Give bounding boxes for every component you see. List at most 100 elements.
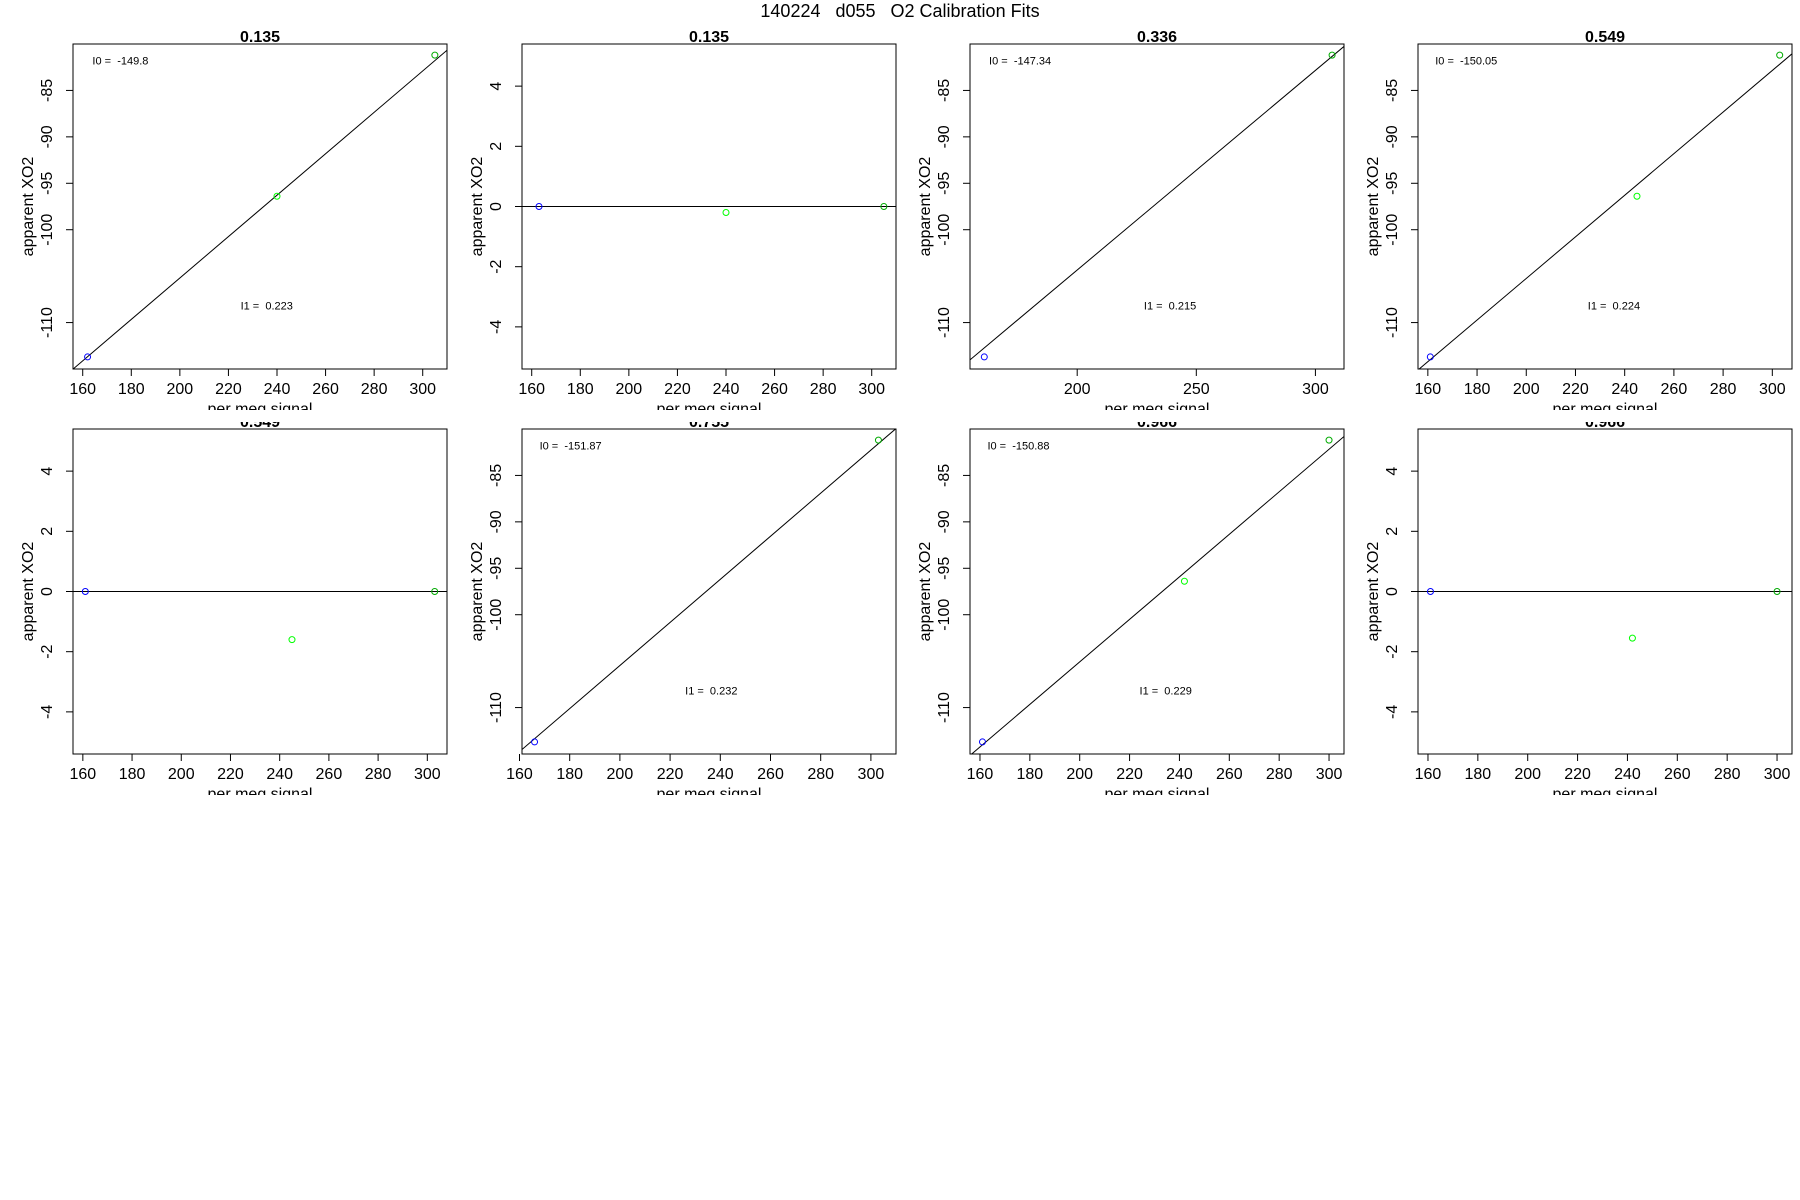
data-point bbox=[431, 588, 439, 595]
x-tick-label: 280 bbox=[365, 766, 392, 783]
y-tick-label: -85 bbox=[39, 79, 56, 102]
y-tick-label: -90 bbox=[488, 510, 505, 533]
x-tick-label: 280 bbox=[361, 381, 388, 398]
data-point bbox=[1776, 51, 1784, 59]
x-tick-label: 200 bbox=[167, 381, 194, 398]
x-tick-label: 300 bbox=[1302, 381, 1329, 398]
y-tick-label: -95 bbox=[488, 557, 505, 580]
x-tick-label: 180 bbox=[1464, 766, 1491, 783]
x-tick-label: 240 bbox=[713, 381, 740, 398]
y-tick-label: -110 bbox=[936, 692, 953, 723]
x-tick-label: 160 bbox=[1414, 381, 1441, 398]
x-tick-label: 240 bbox=[1614, 766, 1641, 783]
y-tick-label: -110 bbox=[1384, 307, 1401, 338]
x-tick-label: 280 bbox=[1266, 766, 1293, 783]
fit-annotation: I0 = -151.87 bbox=[540, 440, 602, 452]
data-point bbox=[1325, 436, 1333, 444]
x-tick-label: 220 bbox=[1564, 766, 1591, 783]
y-tick-label: 2 bbox=[488, 142, 505, 151]
x-tick-label: 280 bbox=[807, 766, 834, 783]
data-point bbox=[722, 209, 730, 217]
fit-line bbox=[73, 49, 447, 369]
y-tick-label: -90 bbox=[39, 125, 56, 148]
data-point bbox=[273, 192, 281, 200]
x-tick-label: 280 bbox=[1710, 381, 1737, 398]
data-point bbox=[81, 588, 89, 595]
x-tick-label: 220 bbox=[215, 381, 242, 398]
x-tick-label: 280 bbox=[1714, 766, 1741, 783]
x-tick-label: 220 bbox=[217, 766, 244, 783]
fit-annotation: I0 = -147.34 bbox=[989, 55, 1051, 67]
data-point bbox=[1426, 353, 1434, 361]
x-tick-label: 240 bbox=[707, 766, 734, 783]
plot-frame bbox=[1417, 43, 1793, 370]
y-tick-label: -100 bbox=[936, 214, 953, 246]
data-point bbox=[978, 738, 986, 746]
plot-frame bbox=[969, 43, 1345, 370]
x-tick-label: 300 bbox=[1759, 381, 1786, 398]
x-tick-label: 180 bbox=[118, 381, 145, 398]
panel-title: 0.135 bbox=[689, 29, 729, 46]
x-tick-label: 260 bbox=[757, 766, 784, 783]
y-tick-label: -4 bbox=[39, 705, 56, 719]
x-tick-label: 160 bbox=[1415, 766, 1442, 783]
y-axis-label: apparent XO2 bbox=[469, 157, 486, 257]
x-tick-label: 160 bbox=[506, 766, 533, 783]
y-tick-label: -4 bbox=[1384, 705, 1401, 719]
fit-annotation: I1 = 0.223 bbox=[241, 301, 293, 313]
x-tick-label: 200 bbox=[168, 766, 195, 783]
y-tick-label: -2 bbox=[39, 644, 56, 658]
x-tick-label: 200 bbox=[1064, 381, 1091, 398]
x-tick-label: 280 bbox=[810, 381, 837, 398]
fit-line bbox=[970, 45, 1344, 361]
y-tick-label: -110 bbox=[488, 692, 505, 723]
y-tick-label: -110 bbox=[39, 307, 56, 338]
y-tick-label: -95 bbox=[1384, 172, 1401, 195]
x-tick-label: 260 bbox=[761, 381, 788, 398]
fit-annotation: I1 = 0.232 bbox=[685, 686, 737, 698]
x-label-crop-mask-1 bbox=[0, 410, 1800, 422]
x-tick-label: 180 bbox=[1016, 766, 1043, 783]
data-point bbox=[288, 636, 296, 644]
fit-annotation: I1 = 0.229 bbox=[1140, 686, 1192, 698]
data-point bbox=[1628, 634, 1636, 642]
plot-frame bbox=[969, 428, 1345, 755]
y-tick-label: -100 bbox=[936, 599, 953, 631]
x-tick-label: 160 bbox=[518, 381, 545, 398]
y-tick-label: 0 bbox=[1384, 587, 1401, 596]
x-tick-label: 200 bbox=[607, 766, 634, 783]
panel-title: 0.336 bbox=[1137, 29, 1177, 46]
x-tick-label: 180 bbox=[119, 766, 146, 783]
x-tick-label: 200 bbox=[1514, 766, 1541, 783]
fit-line bbox=[970, 435, 1344, 754]
x-tick-label: 160 bbox=[69, 381, 96, 398]
y-axis-label: apparent XO2 bbox=[1365, 542, 1382, 642]
x-tick-label: 260 bbox=[312, 381, 339, 398]
y-axis-label: apparent XO2 bbox=[469, 542, 486, 642]
x-tick-label: 180 bbox=[567, 381, 594, 398]
fit-line bbox=[522, 429, 896, 751]
y-tick-label: -90 bbox=[1384, 125, 1401, 148]
x-tick-label: 260 bbox=[1664, 766, 1691, 783]
x-tick-label: 220 bbox=[1562, 381, 1589, 398]
y-tick-label: -95 bbox=[39, 172, 56, 195]
y-tick-label: 0 bbox=[488, 202, 505, 211]
x-tick-label: 200 bbox=[1066, 766, 1093, 783]
data-point bbox=[1633, 192, 1641, 200]
y-axis-label: apparent XO2 bbox=[917, 157, 934, 257]
data-point bbox=[874, 436, 882, 444]
data-point bbox=[1773, 588, 1781, 595]
x-tick-label: 220 bbox=[657, 766, 684, 783]
y-tick-label: -90 bbox=[936, 125, 953, 148]
x-tick-label: 180 bbox=[556, 766, 583, 783]
data-point bbox=[1426, 588, 1434, 595]
x-tick-label: 260 bbox=[1216, 766, 1243, 783]
data-point bbox=[431, 51, 439, 59]
